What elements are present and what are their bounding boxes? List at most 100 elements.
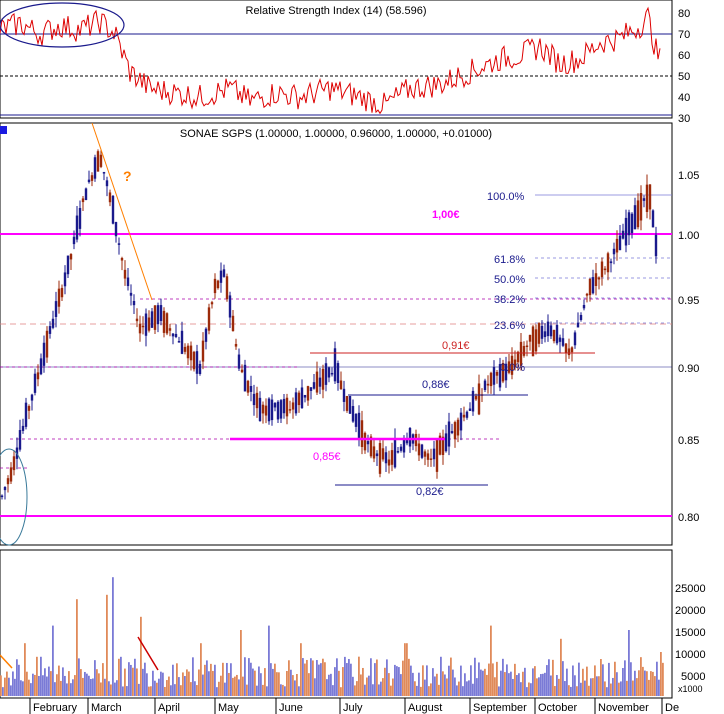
- candle-body: [426, 453, 430, 460]
- volume-bar: [480, 669, 482, 696]
- volume-bar: [640, 657, 642, 696]
- volume-bar: [166, 680, 168, 696]
- candle-body: [642, 198, 646, 201]
- volume-bar: [176, 663, 178, 696]
- candle-body: [342, 388, 346, 402]
- candle-body: [393, 439, 397, 468]
- volume-bar: [44, 668, 46, 696]
- volume-bar: [496, 661, 498, 696]
- volume-bar: [32, 673, 34, 696]
- candle-body: [345, 396, 349, 411]
- question-mark: ?: [123, 168, 132, 184]
- volume-bar: [418, 672, 420, 696]
- volume-bar: [654, 676, 656, 696]
- volume-bar: [230, 663, 232, 696]
- volume-bar: [186, 669, 188, 696]
- candle-body: [318, 377, 322, 387]
- volume-bar: [46, 676, 48, 696]
- volume-bar: [570, 686, 572, 696]
- volume-bar: [272, 668, 274, 696]
- candle-body: [189, 345, 193, 361]
- volume-bar: [76, 599, 78, 696]
- candle-body: [612, 248, 616, 255]
- candle-body: [588, 278, 592, 296]
- volume-bar: [488, 663, 490, 696]
- volume-bar: [312, 660, 314, 696]
- volume-bar: [344, 656, 346, 696]
- volume-bar: [652, 671, 654, 696]
- candle-body: [651, 210, 655, 228]
- volume-bar: [334, 667, 336, 696]
- volume-bar: [30, 683, 32, 696]
- price-ytick: 0.95: [678, 295, 699, 307]
- candle-body: [408, 428, 412, 447]
- fib-0-label: 0.0%: [500, 362, 525, 374]
- volume-bar: [16, 659, 18, 696]
- volume-bar: [78, 658, 80, 696]
- candle-body: [528, 334, 532, 342]
- volume-bar: [100, 682, 102, 696]
- volume-bar: [650, 671, 652, 696]
- candle-body: [39, 358, 43, 375]
- candle-body: [465, 411, 469, 418]
- candle-body: [135, 318, 139, 322]
- month-label: November: [598, 702, 649, 714]
- rsi-ytick: 30: [678, 113, 690, 125]
- candle-body: [180, 330, 184, 354]
- volume-bar: [296, 674, 298, 696]
- candle-body: [390, 450, 394, 465]
- candle-body: [183, 346, 187, 352]
- candle-body: [402, 438, 406, 453]
- volume-bar: [54, 682, 56, 696]
- candle-body: [438, 435, 442, 455]
- candle-body: [420, 444, 424, 458]
- candle-body: [255, 392, 259, 409]
- volume-bar: [576, 686, 578, 696]
- candle-body: [198, 363, 202, 375]
- volume-bar: [2, 687, 4, 696]
- volume-bar: [88, 675, 90, 696]
- volume-bar: [170, 685, 172, 696]
- candle-body: [213, 278, 217, 294]
- volume-bar: [112, 577, 114, 696]
- candle-body: [171, 333, 175, 337]
- volume-bar: [522, 671, 524, 696]
- volume-bar: [258, 666, 260, 696]
- volume-bar: [96, 669, 98, 696]
- volume-bar: [600, 659, 602, 696]
- volume-bar: [486, 674, 488, 696]
- volume-bar: [172, 664, 174, 696]
- volume-bar: [192, 657, 194, 696]
- candle-body: [24, 402, 28, 427]
- candle-body: [615, 238, 619, 253]
- volume-bar: [114, 682, 116, 696]
- volume-bar: [364, 684, 366, 696]
- volume-bar: [618, 682, 620, 696]
- volume-bar: [340, 687, 342, 696]
- volume-bar: [612, 677, 614, 696]
- candle-body: [516, 351, 520, 363]
- month-label: February: [33, 702, 78, 714]
- volume-bar: [226, 662, 228, 696]
- volume-bar: [530, 683, 532, 696]
- candle-body: [309, 387, 313, 391]
- volume-bar: [80, 669, 82, 696]
- candle-body: [339, 380, 343, 390]
- volume-bar: [24, 643, 26, 696]
- candle-body: [252, 393, 256, 406]
- candle-body: [582, 304, 586, 309]
- price-yaxis: 1.05 1.00 0.95 0.90 0.85 0.80: [678, 170, 699, 524]
- volume-bar: [140, 616, 142, 696]
- volume-bar: [474, 657, 476, 696]
- price-ytick: 0.80: [678, 512, 699, 524]
- volume-bar: [374, 663, 376, 696]
- volume-bar: [656, 661, 658, 696]
- volume-bar: [460, 665, 462, 696]
- candle-body: [441, 436, 445, 456]
- candle-body: [633, 205, 637, 230]
- volume-bar: [56, 674, 58, 696]
- candle-body: [156, 305, 160, 325]
- volume-bar: [564, 681, 566, 696]
- rsi-ytick: 70: [678, 29, 690, 41]
- volume-bar: [554, 686, 556, 696]
